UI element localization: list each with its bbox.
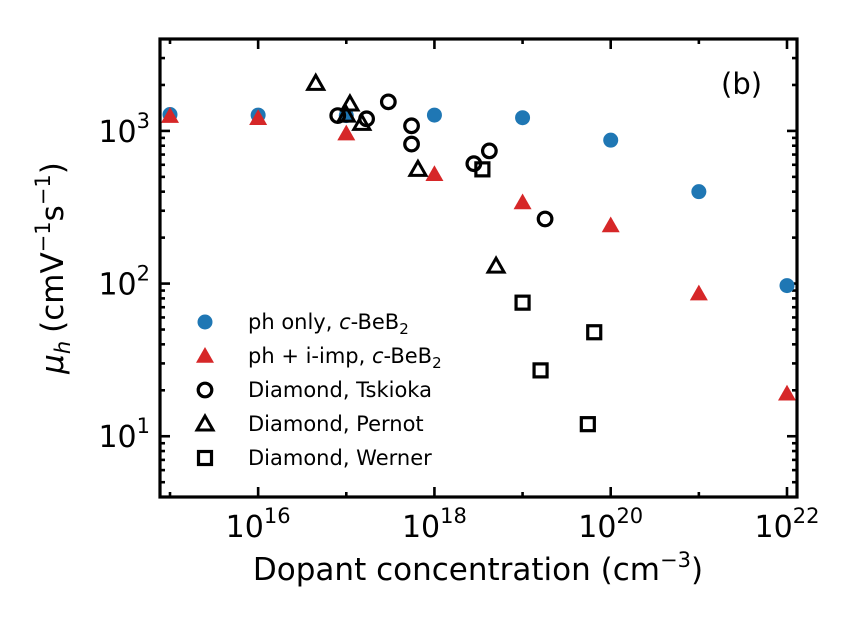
y-tick-exp: 3 bbox=[137, 109, 150, 133]
x-tick-exp: 20 bbox=[616, 504, 643, 528]
y-tick-exp: 1 bbox=[137, 414, 150, 438]
data-point bbox=[691, 184, 707, 200]
legend-label-part: Diamond, Werner bbox=[248, 446, 432, 470]
x-tick-base: 10 bbox=[402, 510, 440, 545]
x-tick-exp: 18 bbox=[440, 504, 467, 528]
data-point bbox=[579, 416, 596, 433]
data-point bbox=[515, 110, 531, 126]
y-axis-label-sup1: −1 bbox=[31, 221, 55, 252]
legend-label-part: ph only, bbox=[248, 310, 339, 334]
x-axis-label-main: Dopant concentration (cm bbox=[253, 552, 660, 588]
series-0-markers bbox=[162, 107, 795, 294]
data-point bbox=[536, 210, 554, 228]
legend-item: Diamond, Tskioka bbox=[196, 378, 432, 402]
data-point bbox=[337, 124, 356, 141]
legend-item: Diamond, Werner bbox=[196, 446, 432, 470]
data-markers bbox=[161, 72, 796, 433]
x-tick-label: 1018 bbox=[402, 504, 467, 545]
data-point bbox=[425, 165, 444, 182]
y-axis-label-sup2: −1 bbox=[31, 174, 55, 205]
legend-item: ph + i-imp, c-BeB2 bbox=[196, 344, 442, 372]
y-tick-label: 101 bbox=[98, 414, 150, 455]
x-tick-label: 1022 bbox=[755, 504, 820, 545]
data-point bbox=[689, 284, 708, 301]
y-axis-label-unit: (cmV bbox=[35, 252, 71, 333]
data-point bbox=[532, 362, 549, 379]
x-tick-label: 1016 bbox=[226, 504, 291, 545]
data-point bbox=[403, 135, 420, 153]
legend-label-part: c bbox=[339, 310, 351, 334]
y-axis-label-sub: h bbox=[51, 341, 75, 354]
legend-label-part: ph + i-imp, bbox=[248, 344, 372, 368]
y-tick-base: 10 bbox=[98, 268, 136, 303]
data-point bbox=[351, 112, 373, 131]
data-point bbox=[603, 132, 619, 148]
y-tick-label: 103 bbox=[98, 109, 150, 150]
legend-label: Diamond, Pernot bbox=[248, 412, 424, 436]
data-point bbox=[407, 158, 429, 177]
data-point bbox=[779, 278, 795, 294]
legend-item: ph only, c-BeB2 bbox=[197, 310, 409, 338]
legend-marker bbox=[196, 381, 214, 399]
legend-label-part: Diamond, Pernot bbox=[248, 412, 424, 436]
data-point bbox=[778, 384, 796, 401]
legend-label-part: Diamond, Tskioka bbox=[248, 378, 432, 402]
x-tick-base: 10 bbox=[755, 510, 793, 545]
series-4-markers bbox=[474, 161, 603, 433]
x-tick-labels: 1016 1018 1020 1022 bbox=[226, 504, 820, 545]
plot-frame bbox=[158, 37, 799, 499]
data-point bbox=[513, 193, 532, 210]
panel-label: (b) bbox=[721, 67, 762, 101]
x-tick-exp: 16 bbox=[264, 504, 291, 528]
y-axis-label-end: ) bbox=[35, 162, 71, 174]
legend-label-part: c bbox=[372, 344, 384, 368]
data-point bbox=[514, 294, 531, 311]
x-tick-base: 10 bbox=[578, 510, 616, 545]
legend-marker bbox=[194, 412, 216, 432]
x-axis-label-end: ) bbox=[691, 552, 703, 588]
legend-label: ph only, c-BeB2 bbox=[248, 310, 409, 338]
data-point bbox=[335, 104, 357, 123]
data-point bbox=[601, 216, 620, 233]
series-3-markers bbox=[305, 72, 507, 274]
legend-label: Diamond, Werner bbox=[248, 446, 432, 470]
x-axis-label: Dopant concentration (cm−3) bbox=[253, 548, 703, 588]
data-point bbox=[161, 107, 179, 123]
legend-label-part: 2 bbox=[399, 320, 409, 338]
legend-item: Diamond, Pernot bbox=[194, 412, 424, 436]
data-point bbox=[426, 107, 442, 123]
series-1-markers bbox=[161, 107, 796, 401]
y-tick-base: 10 bbox=[98, 420, 136, 455]
legend-label-part: 2 bbox=[432, 354, 442, 372]
legend-label-part: -BeB bbox=[351, 310, 400, 334]
data-point bbox=[480, 142, 498, 160]
data-point bbox=[339, 93, 361, 112]
x-tick-label: 1020 bbox=[578, 504, 643, 545]
legend-label: Diamond, Tskioka bbox=[248, 378, 432, 402]
legend-marker bbox=[196, 449, 214, 467]
legend-marker bbox=[197, 314, 213, 330]
data-point bbox=[485, 255, 507, 274]
x-tick-base: 10 bbox=[226, 510, 264, 545]
data-point bbox=[403, 117, 420, 135]
data-point bbox=[305, 72, 327, 91]
legend-marker bbox=[196, 347, 214, 363]
y-axis-label-mu: μ bbox=[35, 354, 71, 375]
y-axis-label: μh(cmV−1s−1) bbox=[31, 162, 75, 375]
data-point bbox=[379, 93, 397, 111]
legend-label-part: -BeB bbox=[384, 344, 433, 368]
legend-label: ph + i-imp, c-BeB2 bbox=[248, 344, 442, 372]
x-tick-exp: 22 bbox=[793, 504, 820, 528]
y-tick-exp: 2 bbox=[137, 262, 150, 286]
y-tick-base: 10 bbox=[98, 115, 136, 150]
data-point bbox=[474, 161, 491, 178]
x-axis-label-sup: −3 bbox=[660, 548, 691, 572]
data-point bbox=[249, 109, 268, 126]
data-point bbox=[586, 324, 603, 341]
y-axis-label-s: s bbox=[35, 205, 71, 221]
y-tick-label: 102 bbox=[98, 262, 150, 303]
